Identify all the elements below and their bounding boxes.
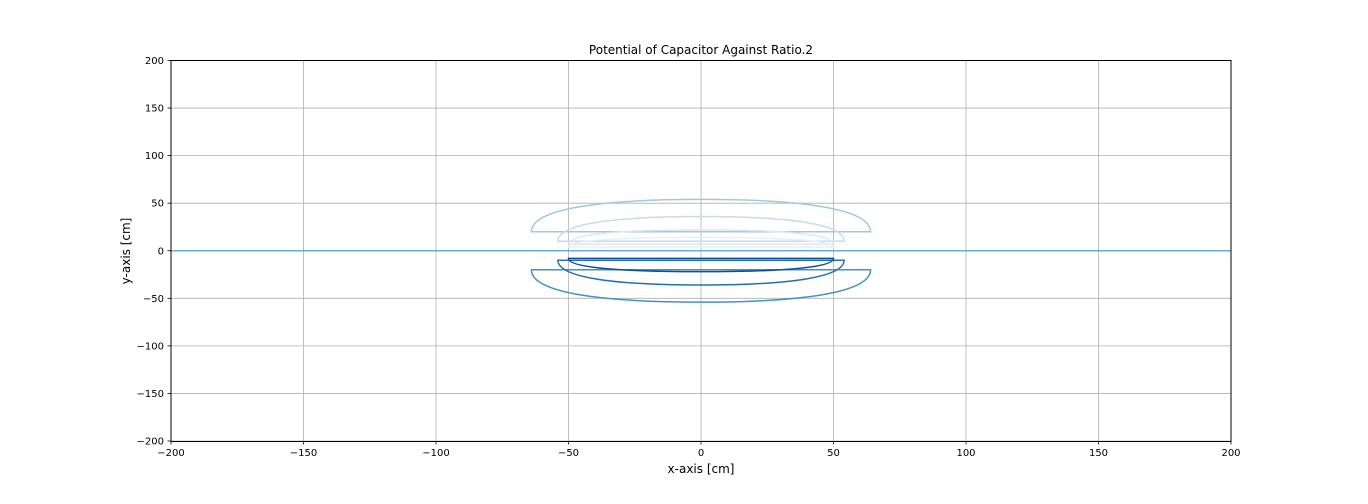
contour-line-upper xyxy=(567,229,835,245)
x-tick-label: −100 xyxy=(422,448,449,459)
y-tick-label: 100 xyxy=(145,151,164,162)
y-tick-label: −150 xyxy=(137,389,164,400)
axis-ticks: −200 −150 −100 −50 0 50 100 150 200 −200 −150 −100 −… xyxy=(137,56,1241,459)
y-tick-label: 0 xyxy=(158,246,164,257)
x-tick-label: 50 xyxy=(827,448,840,459)
x-tick-label: −200 xyxy=(157,448,184,459)
x-tick-label: 0 xyxy=(698,448,704,459)
contour-line-lower xyxy=(530,269,872,303)
x-tick-label: −50 xyxy=(558,448,579,459)
y-tick-label: −50 xyxy=(143,294,164,305)
contour-line-lower xyxy=(567,257,835,273)
x-axis-label: x-axis [cm] xyxy=(668,462,735,476)
chart-title: Potential of Capacitor Against Ratio.2 xyxy=(589,43,813,57)
y-tick-label: −200 xyxy=(137,437,164,448)
x-tick-label: 150 xyxy=(1089,448,1108,459)
y-tick-label: −100 xyxy=(137,341,164,352)
contour-line-upper xyxy=(557,215,845,242)
contour-line-upper xyxy=(567,236,835,248)
contour-line-lower xyxy=(557,259,845,286)
x-tick-label: 200 xyxy=(1221,448,1240,459)
y-tick-label: 150 xyxy=(145,104,164,115)
x-tick-label: −150 xyxy=(290,448,317,459)
y-tick-label: 50 xyxy=(151,199,164,210)
contour-line-upper xyxy=(530,198,872,233)
x-tick-label: 100 xyxy=(956,448,975,459)
y-axis-label: y-axis [cm] xyxy=(119,218,133,285)
y-tick-label: 200 xyxy=(145,56,164,67)
contour-lines xyxy=(171,198,1231,303)
